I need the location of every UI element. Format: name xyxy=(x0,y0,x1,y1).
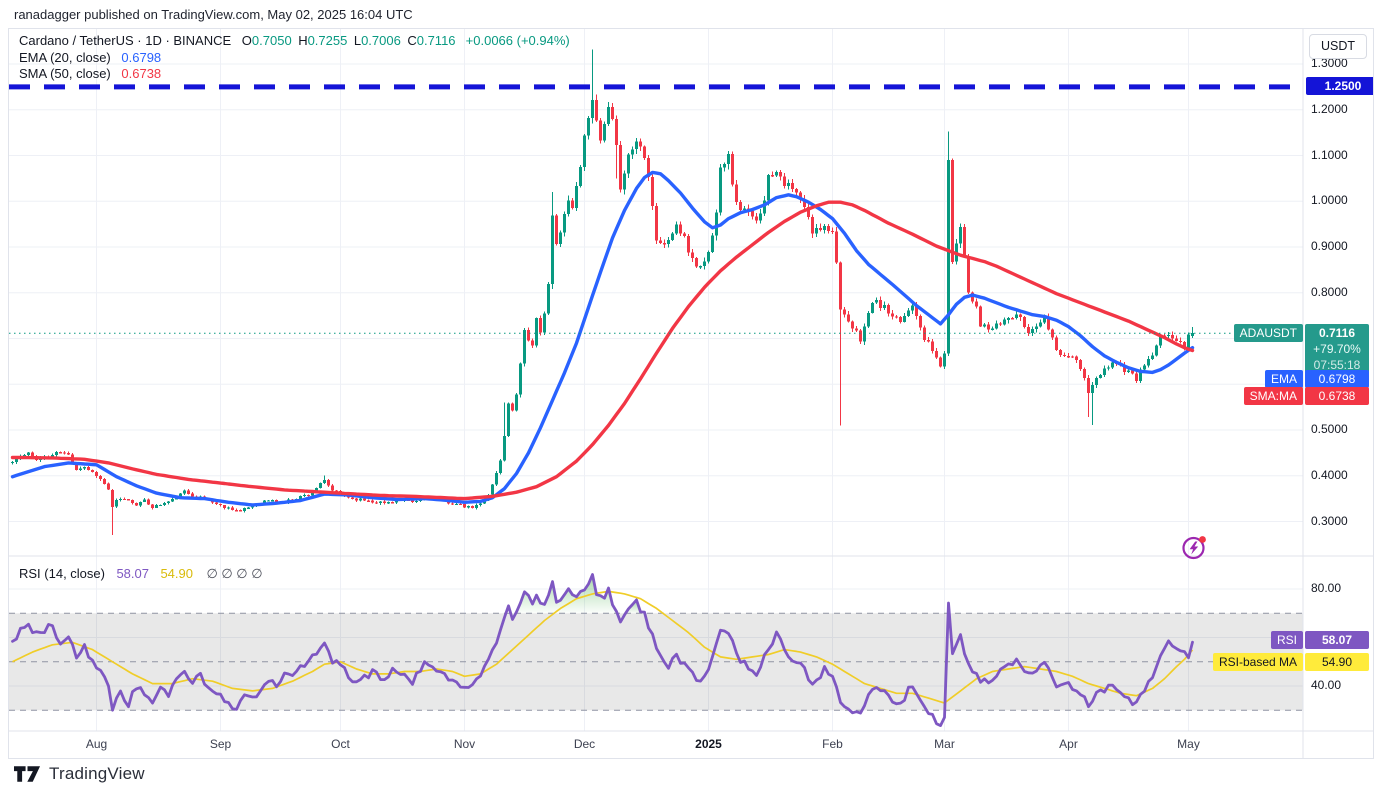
legend-rsi[interactable]: RSI (14, close) 58.07 54.90 ∅ ∅ ∅ ∅ xyxy=(19,565,263,583)
tradingview-brand-text[interactable]: TradingView xyxy=(49,764,145,783)
ohlc-letter: H xyxy=(298,33,308,48)
currency-toggle-usdt[interactable]: USDT xyxy=(1309,34,1367,59)
ohlc-value: 0.7116 xyxy=(416,33,463,48)
ohlc-letter: L xyxy=(353,33,362,48)
notification-dot xyxy=(1199,536,1206,543)
ohlc-value: 0.7255 xyxy=(307,33,354,48)
ohlc-value: 0.7050 xyxy=(251,33,299,48)
ohlc-letter: O xyxy=(241,33,252,48)
rsi-legend-value: 58.07 xyxy=(116,566,149,581)
sma-legend-value: 0.6738 xyxy=(121,66,162,81)
footer: TradingView xyxy=(14,764,145,784)
flash-events-icon[interactable] xyxy=(1180,532,1210,562)
ohlc-values: O0.7050 H0.7255 L0.7006 C0.7116 xyxy=(242,33,462,48)
change-value: +0.0066 (+0.94%) xyxy=(465,33,570,48)
rsi-empty-slots: ∅ ∅ ∅ ∅ xyxy=(206,566,263,581)
ohlc-letter: C xyxy=(407,33,417,48)
sma-legend-label: SMA (50, close) xyxy=(19,66,111,81)
ema-legend-value: 0.6798 xyxy=(121,49,162,65)
rsi-ma-legend-value: 54.90 xyxy=(160,566,193,581)
ohlc-value: 0.7006 xyxy=(361,33,408,48)
attribution-bar: ranadagger published on TradingView.com,… xyxy=(14,7,413,22)
chart-card: Cardano / TetherUS · 1D · BINANCE O0.705… xyxy=(8,28,1374,759)
legend-symbol-row[interactable]: Cardano / TetherUS · 1D · BINANCE O0.705… xyxy=(19,33,570,50)
rsi-legend-label: RSI (14, close) xyxy=(19,566,105,581)
legend-ema-row[interactable]: EMA (20, close) 0.6798 xyxy=(19,50,570,67)
chart-canvas[interactable] xyxy=(9,29,1373,758)
legend-main: Cardano / TetherUS · 1D · BINANCE O0.705… xyxy=(19,33,570,83)
legend-sma-row[interactable]: SMA (50, close) 0.6738 xyxy=(19,66,570,83)
ema-legend-label: EMA (20, close) xyxy=(19,49,111,65)
lightning-bolt-icon xyxy=(1189,541,1199,555)
tradingview-logo-icon[interactable] xyxy=(14,765,41,783)
symbol-title: Cardano / TetherUS · 1D · BINANCE xyxy=(19,33,232,48)
